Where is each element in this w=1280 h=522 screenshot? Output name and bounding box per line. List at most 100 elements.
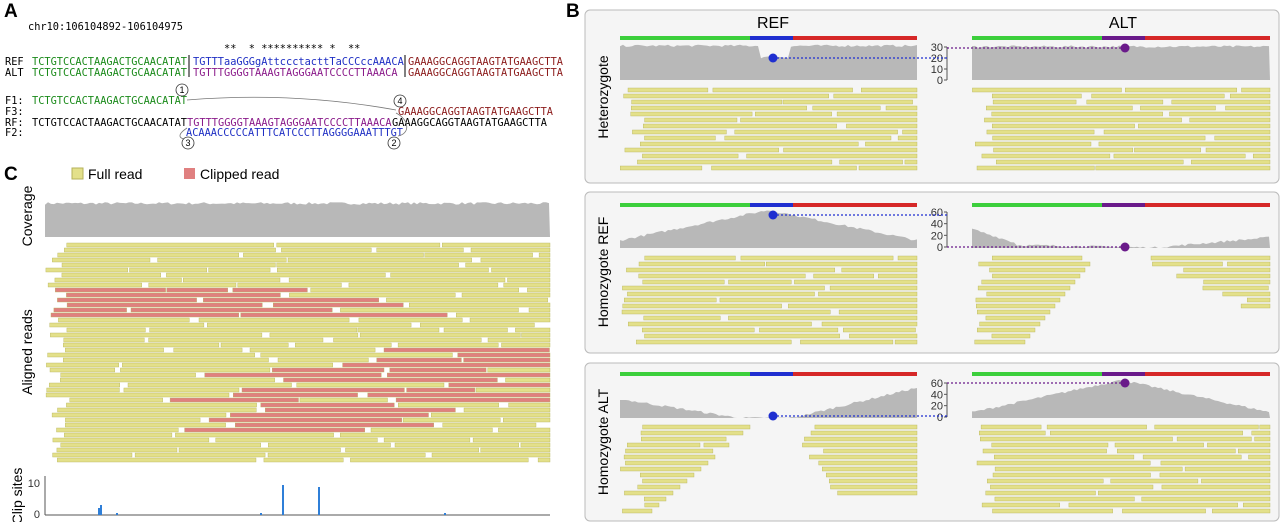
read xyxy=(263,457,344,463)
legend-swatch xyxy=(71,167,84,180)
read xyxy=(643,315,721,321)
read xyxy=(631,99,783,105)
sequence: TCTGTCCACTAAGACTGCAACATAT xyxy=(32,117,187,129)
marker: 1 xyxy=(179,85,184,95)
read xyxy=(367,392,551,398)
read xyxy=(273,302,404,308)
read xyxy=(640,472,695,478)
read xyxy=(992,123,1135,129)
read xyxy=(976,303,1056,309)
read xyxy=(766,261,918,267)
region-bar xyxy=(1145,203,1270,207)
read xyxy=(1138,123,1271,129)
read xyxy=(61,272,162,278)
read xyxy=(1161,484,1271,490)
read xyxy=(60,377,275,383)
sequence: TCTGTCCACTAAGACTGCAACATAT xyxy=(32,56,187,68)
read xyxy=(980,424,1042,430)
read xyxy=(267,452,426,458)
read xyxy=(386,297,548,303)
read xyxy=(642,153,739,159)
read xyxy=(276,262,459,268)
row-label: Homozygote REF xyxy=(595,217,611,327)
read xyxy=(981,279,1076,285)
read xyxy=(1095,165,1271,171)
read xyxy=(442,422,537,428)
coverage xyxy=(45,202,550,237)
read xyxy=(469,317,551,323)
read xyxy=(849,333,918,339)
read xyxy=(480,257,551,263)
read xyxy=(348,282,499,288)
read xyxy=(642,327,755,333)
read xyxy=(630,111,753,117)
sequence: GAAAGGCAGGTAAGTATGAAGCTTA xyxy=(392,117,548,129)
read xyxy=(985,315,1046,321)
coverage xyxy=(972,228,1270,248)
read xyxy=(986,291,1066,297)
read xyxy=(821,321,918,327)
region: chr10:106104892-106104975 xyxy=(28,21,183,33)
read xyxy=(734,129,898,135)
read xyxy=(148,282,237,288)
read xyxy=(740,255,894,261)
sequence: GAAAGGCAGGTAAGTATGAAGCTTA xyxy=(408,67,564,79)
row-label: ALT xyxy=(5,67,24,79)
coverage xyxy=(620,388,917,418)
read xyxy=(641,436,727,442)
region-bar xyxy=(793,372,917,376)
read xyxy=(625,448,714,454)
sequence: TGTTTGGGGTAAAGTAGGGAATCCCCTTAAACA xyxy=(187,117,392,129)
tick-label: 40 xyxy=(931,219,943,231)
read xyxy=(878,273,918,279)
region-bar xyxy=(1102,372,1145,376)
tick-label: 10 xyxy=(28,478,40,490)
read xyxy=(66,292,281,298)
read xyxy=(249,347,376,353)
read xyxy=(60,372,196,378)
read xyxy=(624,490,674,496)
read xyxy=(1116,448,1236,454)
legend-label: Full read xyxy=(88,166,142,182)
read xyxy=(184,427,366,433)
region-bar xyxy=(972,372,1102,376)
clip-spike xyxy=(100,505,102,515)
region-bar xyxy=(972,36,1102,40)
read xyxy=(463,407,551,413)
read xyxy=(992,472,1151,478)
read xyxy=(537,457,551,463)
read xyxy=(644,333,840,339)
read xyxy=(383,347,550,353)
read xyxy=(204,372,382,378)
tick-label: 0 xyxy=(937,75,943,87)
read xyxy=(538,252,551,258)
read xyxy=(232,392,358,398)
tick-label: 20 xyxy=(931,230,943,242)
read xyxy=(53,307,127,313)
read xyxy=(1214,135,1271,141)
read xyxy=(1091,93,1225,99)
read xyxy=(260,352,453,358)
read xyxy=(420,322,535,328)
read xyxy=(333,337,482,343)
read xyxy=(208,417,402,423)
row-label: F2: xyxy=(5,127,24,139)
read xyxy=(822,466,918,472)
read xyxy=(858,165,918,171)
read xyxy=(1246,297,1271,303)
read xyxy=(409,302,551,308)
read xyxy=(622,285,825,291)
read xyxy=(54,277,182,283)
read xyxy=(642,279,725,285)
read xyxy=(638,273,806,279)
read xyxy=(431,412,551,418)
read xyxy=(829,478,918,484)
read xyxy=(1201,478,1271,484)
read xyxy=(46,387,120,393)
read xyxy=(49,382,120,388)
read xyxy=(1103,129,1271,135)
read xyxy=(376,357,462,363)
read xyxy=(823,448,918,454)
region-bar xyxy=(750,36,793,40)
